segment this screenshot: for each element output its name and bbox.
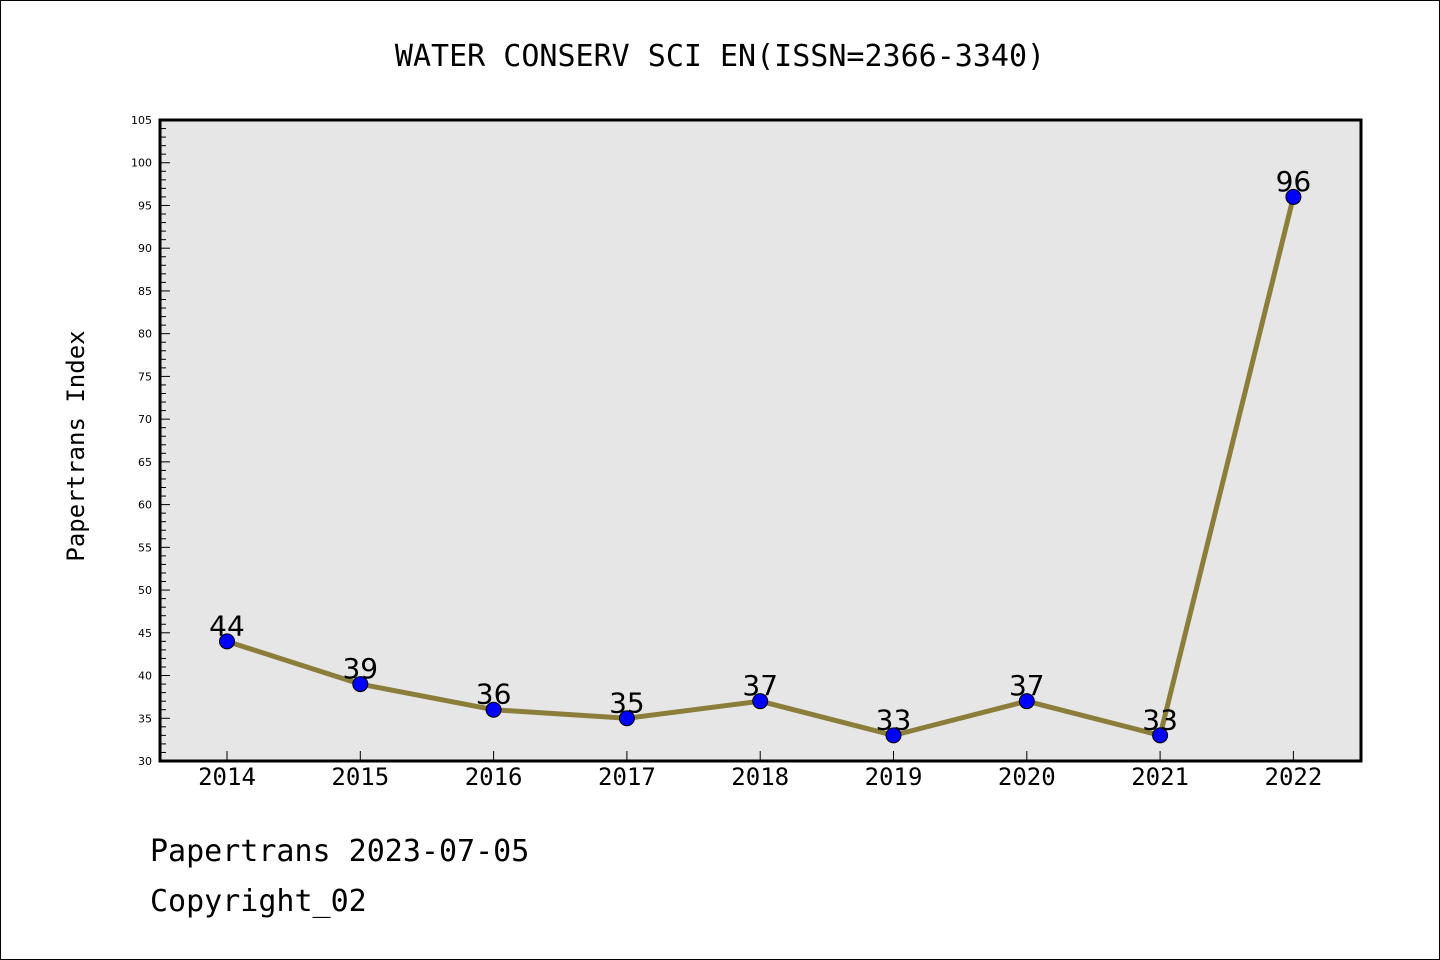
y-tick-label: 80	[138, 328, 152, 341]
data-point	[485, 701, 502, 718]
data-point	[885, 727, 902, 744]
y-tick-label: 60	[138, 499, 152, 512]
data-label: 36	[476, 678, 512, 711]
y-tick-label: 95	[138, 199, 152, 212]
data-point	[219, 633, 235, 650]
x-tick-label: 2017	[598, 763, 656, 791]
data-point	[752, 693, 769, 710]
data-point	[1152, 727, 1169, 744]
y-axis-ticks: 30 35 40 45 50 55 60 65 70 75 80 85 90 95 100 105	[131, 114, 170, 768]
x-tick-label: 2020	[998, 763, 1056, 791]
y-tick-label: 45	[138, 627, 152, 640]
data-point	[618, 710, 635, 727]
data-point	[1285, 188, 1302, 205]
y-tick-label: 85	[138, 285, 152, 298]
chart-title: WATER CONSERV SCI EN(ISSN=2366-3340)	[395, 39, 1045, 74]
y-tick-label: 50	[138, 584, 152, 597]
y-tick-label: 105	[131, 114, 152, 127]
data-label: 37	[1009, 669, 1045, 702]
y-tick-label: 40	[138, 670, 152, 683]
data-point	[352, 676, 369, 693]
x-tick-label: 2019	[865, 763, 923, 791]
y-tick-label: 75	[138, 370, 152, 383]
plot-area	[158, 118, 1363, 763]
x-axis-ticks: 2014 2015 2016 2017 2018 2019 2020 2021 2022	[198, 751, 1322, 791]
y-tick-label: 35	[138, 712, 152, 725]
x-tick-label: 2016	[465, 763, 523, 791]
x-tick-label: 2022	[1265, 763, 1323, 791]
data-label: 33	[1142, 703, 1178, 736]
footer-copyright: Copyright_02	[150, 884, 367, 919]
footer-date: Papertrans 2023-07-05	[150, 834, 530, 869]
data-label: 96	[1276, 165, 1312, 198]
y-tick-label: 100	[131, 157, 152, 170]
y-tick-label: 65	[138, 456, 152, 469]
x-tick-label: 2014	[198, 763, 256, 791]
data-label: 35	[609, 686, 645, 719]
data-label: 33	[876, 703, 912, 736]
y-axis-label: Papertrans Index	[62, 330, 90, 561]
data-label: 44	[209, 609, 245, 642]
data-label: 39	[342, 652, 378, 685]
y-tick-label: 90	[138, 242, 152, 255]
x-tick-label: 2021	[1131, 763, 1189, 791]
data-label: 37	[742, 669, 778, 702]
data-point	[1018, 693, 1035, 710]
series-group: 44 39 36 35 37 33 37 33 96	[209, 165, 1312, 744]
y-tick-label: 30	[138, 755, 152, 768]
x-tick-label: 2015	[331, 763, 389, 791]
x-tick-label: 2018	[731, 763, 789, 791]
y-tick-label: 55	[138, 541, 152, 554]
y-tick-label: 70	[138, 413, 152, 426]
